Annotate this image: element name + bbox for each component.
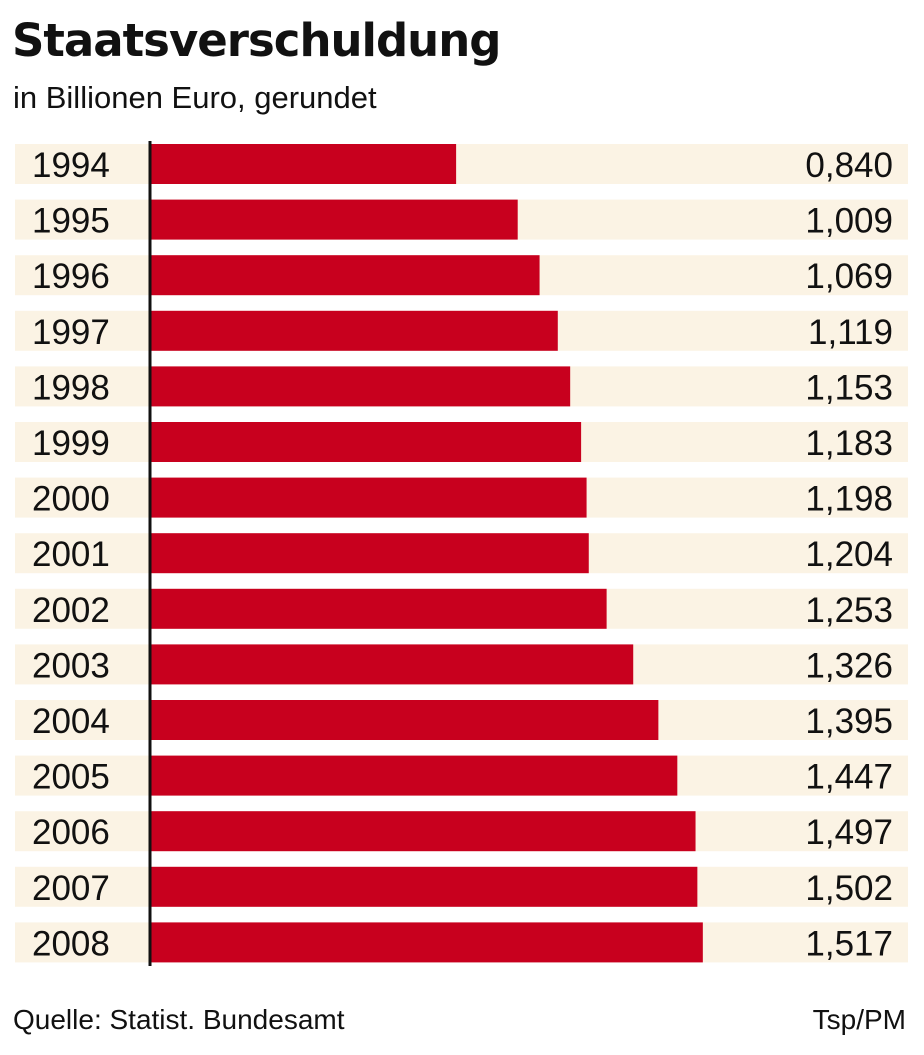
bar-1998 — [150, 366, 571, 407]
bar-2001 — [150, 533, 589, 574]
value-label: 1,447 — [805, 758, 893, 797]
value-label: 1,009 — [805, 202, 893, 241]
bar-1997 — [150, 310, 558, 351]
bar-2004 — [150, 700, 659, 740]
category-label: 2000 — [32, 480, 110, 519]
value-label: 1,497 — [805, 813, 893, 852]
category-label: 2002 — [32, 591, 110, 630]
value-label: 1,517 — [805, 924, 893, 963]
chart-subtitle: in Billionen Euro, gerundet — [13, 80, 377, 115]
category-label: 2008 — [32, 924, 110, 963]
category-label: 2006 — [32, 813, 110, 852]
bar-1996 — [150, 255, 540, 296]
bar-2005 — [150, 755, 678, 796]
bar-1995 — [150, 199, 518, 240]
bar-chart: 1994 0,840 1995 1,009 1996 1,069 1997 1,119 1998… — [15, 141, 908, 966]
category-label: 1995 — [32, 202, 110, 241]
value-label: 1,119 — [808, 313, 893, 352]
bar-2000 — [150, 477, 587, 518]
bar-2006 — [150, 811, 696, 852]
value-label: 0,840 — [805, 146, 893, 185]
category-label: 2005 — [32, 758, 110, 797]
category-label: 1997 — [32, 313, 110, 352]
category-label: 2001 — [32, 535, 110, 574]
labels: 1994 0,840 1995 1,009 1996 1,069 1997 1,119 1998… — [32, 146, 893, 963]
category-label: 1996 — [32, 257, 110, 296]
bars — [150, 144, 703, 963]
bar-1999 — [150, 422, 582, 462]
value-label: 1,204 — [805, 535, 893, 574]
value-label: 1,153 — [805, 368, 893, 407]
category-label: 1994 — [32, 146, 110, 185]
source-note: Quelle: Statist. Bundesamt — [13, 1004, 345, 1035]
value-label: 1,502 — [805, 869, 893, 908]
category-label: 2007 — [32, 869, 110, 908]
bar-2008 — [150, 922, 703, 963]
value-label: 1,326 — [805, 646, 893, 685]
value-label: 1,198 — [805, 480, 893, 519]
value-label: 1,253 — [805, 591, 893, 630]
value-label: 1,069 — [805, 257, 893, 296]
category-label: 1999 — [32, 424, 110, 463]
bar-2002 — [150, 588, 607, 629]
credit-note: Tsp/PM — [812, 1004, 906, 1035]
category-label: 1998 — [32, 368, 110, 407]
bar-1994 — [150, 144, 457, 184]
bar-2007 — [150, 866, 698, 907]
value-label: 1,395 — [805, 702, 893, 741]
category-label: 2003 — [32, 646, 110, 685]
category-label: 2004 — [32, 702, 110, 741]
chart-title: Staatsverschuldung — [12, 14, 501, 67]
value-label: 1,183 — [805, 424, 893, 463]
bar-2003 — [150, 644, 634, 685]
